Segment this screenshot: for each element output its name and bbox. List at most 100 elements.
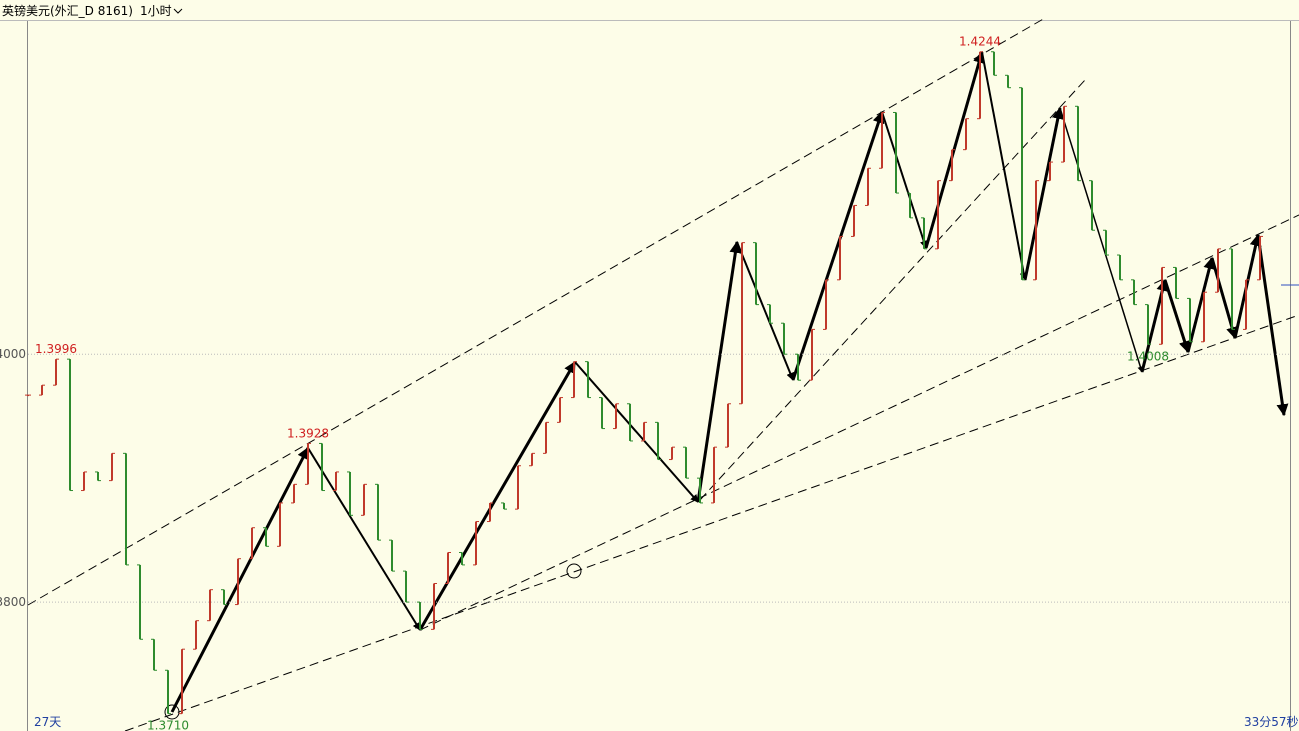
price-bar — [1075, 105, 1081, 182]
price-annotation: 1.3710 — [147, 719, 189, 731]
price-bar — [123, 452, 129, 566]
price-bar — [557, 397, 563, 423]
period-label[interactable]: 1小时 — [140, 4, 172, 18]
y-tick-label: 1.3800 — [0, 595, 26, 609]
period-dropdown[interactable] — [173, 8, 183, 14]
price-bar — [627, 403, 633, 442]
price-bar — [39, 384, 45, 396]
price-bar — [305, 442, 311, 485]
zigzag-arrow — [307, 447, 421, 631]
price-bar — [515, 465, 521, 510]
price-bar — [1215, 248, 1221, 293]
zigzag-arrow — [981, 51, 1028, 281]
price-bar — [935, 180, 941, 250]
zigzag-arrow — [736, 241, 794, 381]
price-bar — [389, 539, 395, 572]
price-bar — [585, 361, 591, 399]
price-bar — [235, 558, 241, 606]
zigzag-arrow — [1059, 107, 1144, 373]
zigzag-arrow — [1186, 256, 1216, 353]
price-bar — [1243, 279, 1249, 330]
y-tick-label: 1.4000 — [0, 347, 26, 361]
price-bar — [1173, 266, 1179, 299]
price-bar — [977, 51, 983, 120]
price-bar — [781, 322, 787, 355]
price-bar — [879, 111, 885, 169]
status-right: 33分57秒 — [1244, 715, 1299, 729]
price-bar — [277, 502, 283, 547]
price-bar — [1061, 105, 1067, 163]
price-bar — [725, 403, 731, 448]
price-bar — [263, 527, 269, 547]
price-bar — [907, 192, 913, 219]
price-bar — [1201, 291, 1207, 343]
trend-line — [124, 314, 1299, 731]
zigzag-arrow — [170, 446, 310, 713]
price-bar — [669, 446, 675, 461]
price-bar — [193, 620, 199, 650]
price-bar — [67, 358, 73, 492]
zigzag-arrow — [418, 360, 577, 631]
status-left: 27天 — [34, 715, 61, 729]
price-bar — [431, 582, 437, 630]
price-bar — [473, 521, 479, 566]
price-bar — [403, 570, 409, 603]
zigzag-arrow — [696, 240, 742, 503]
price-bar — [683, 446, 689, 479]
zigzag-layer — [170, 50, 1289, 713]
price-bar — [865, 167, 871, 206]
price-bar — [347, 471, 353, 516]
price-bar — [641, 421, 647, 442]
price-bar — [1131, 279, 1137, 306]
price-bar — [837, 235, 843, 281]
zigzag-arrow — [1023, 106, 1064, 281]
price-bar — [1229, 248, 1235, 330]
zigzag-arrow — [574, 361, 699, 503]
price-bar — [1187, 297, 1193, 343]
anchor-circle — [164, 704, 180, 720]
zigzag-arrow — [1163, 279, 1191, 354]
price-bar — [963, 118, 969, 151]
price-bar — [1117, 254, 1123, 281]
price-bar — [571, 361, 577, 399]
price-bar — [893, 111, 899, 194]
zigzag-arrow — [1256, 234, 1289, 417]
price-bar — [1019, 87, 1025, 281]
price-bar — [1257, 235, 1263, 281]
toolbar — [0, 0, 1299, 20]
price-bar — [207, 589, 213, 622]
price-bar — [1033, 180, 1039, 281]
price-bar — [291, 483, 297, 504]
price-bar — [599, 397, 605, 430]
price-bar — [949, 149, 955, 182]
channel-line — [27, 17, 1046, 606]
price-bar — [95, 471, 101, 482]
price-bar — [851, 204, 857, 237]
price-bar — [81, 471, 87, 492]
price-bar — [921, 217, 927, 250]
price-bar — [249, 527, 255, 560]
price-annotation: 1.4244 — [959, 35, 1001, 49]
price-bar — [445, 552, 451, 584]
price-bar — [25, 394, 31, 397]
price-annotation: 1.3928 — [287, 426, 329, 440]
symbol-label[interactable]: 英镑美元(外汇_D 8161) — [2, 3, 133, 18]
price-bar — [151, 638, 157, 671]
price-bar — [739, 242, 745, 405]
price-annotation: 1.4008 — [1127, 349, 1169, 363]
price-bar — [221, 589, 227, 606]
price-bar — [613, 403, 619, 430]
price-bar — [1047, 161, 1053, 182]
price-bar — [529, 452, 535, 467]
trend-line — [419, 214, 1299, 631]
price-bar — [179, 648, 185, 715]
price-bar — [1089, 180, 1095, 231]
price-bar — [697, 477, 703, 504]
price-bar — [487, 502, 493, 523]
price-bar — [655, 421, 661, 461]
price-bar — [795, 353, 801, 381]
price-bar — [1103, 229, 1109, 256]
price-bar — [991, 51, 997, 76]
price-bar — [375, 483, 381, 541]
